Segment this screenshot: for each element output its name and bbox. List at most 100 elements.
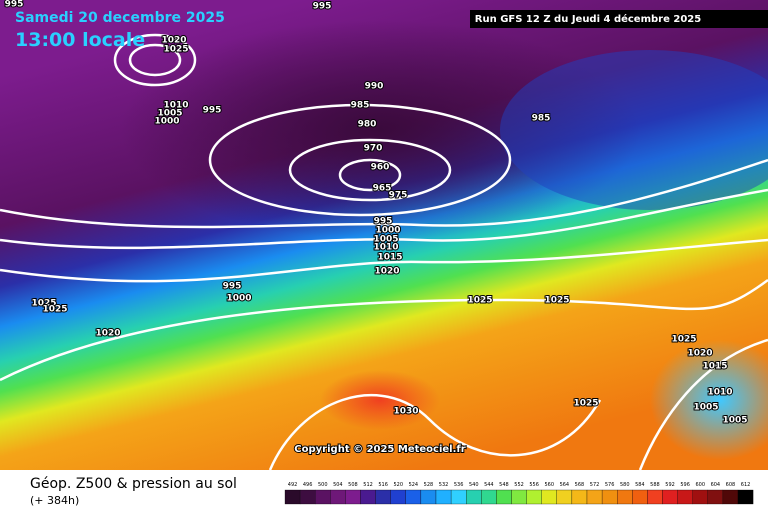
legend-swatch: [330, 489, 346, 505]
legend-label: 508: [348, 482, 358, 488]
isobar-label: 1010: [163, 101, 188, 111]
legend-swatch: [315, 489, 331, 505]
footer-title: Géop. Z500 & pression au sol: [30, 476, 237, 492]
legend-label: 524: [409, 482, 419, 488]
legend-label: 604: [711, 482, 721, 488]
legend-label: 512: [363, 482, 373, 488]
isobar-label: 1005: [373, 235, 398, 245]
isobar-label: 995: [203, 106, 222, 116]
legend-label: 588: [650, 482, 660, 488]
isobar-label: 1025: [544, 296, 569, 306]
legend-swatch: [511, 489, 527, 505]
legend-label: 492: [288, 482, 298, 488]
legend-label: 496: [303, 482, 313, 488]
legend-label: 600: [695, 482, 705, 488]
isobar-label: 1020: [687, 349, 712, 359]
legend-label: 568: [575, 482, 585, 488]
isobar-label: 1005: [722, 416, 747, 426]
legend-label: 552: [514, 482, 524, 488]
legend-label: 504: [333, 482, 343, 488]
legend-label: 516: [378, 482, 388, 488]
legend-label: 608: [726, 482, 736, 488]
legend-swatch: [601, 489, 618, 505]
legend-swatch: [647, 489, 663, 505]
legend-swatch: [466, 489, 482, 505]
isobar-label: 1025: [467, 296, 492, 306]
legend-label: 572: [590, 482, 600, 488]
isobar-label: 1000: [154, 117, 179, 127]
isobar-labels: 995 9951020102510101005100099599098598097…: [4, 0, 749, 427]
legend-swatch: [435, 489, 452, 505]
legend-swatch: [450, 489, 467, 505]
isobar-label: 1015: [702, 362, 727, 372]
isobar-label: 985: [351, 101, 370, 111]
run-box: [470, 10, 768, 28]
legend-swatch: [692, 489, 708, 505]
legend-label: 500: [318, 482, 328, 488]
legend-swatch: [420, 489, 437, 505]
isobar-label: 1025: [42, 305, 67, 315]
legend-swatch: [345, 489, 361, 505]
isobar-label: 1000: [375, 226, 400, 236]
isobar-label: 975: [389, 191, 408, 201]
legend-label: 584: [635, 482, 645, 488]
isobar-label: 990: [365, 82, 384, 92]
isobar-label: 995: [223, 282, 242, 292]
isobar-label: 995: [374, 217, 393, 227]
isobar-label: 1010: [707, 388, 732, 398]
isobar-label: 1030: [393, 407, 418, 417]
legend-swatch: [360, 489, 376, 505]
isobar-label: 960: [371, 163, 390, 173]
legend-swatch: [722, 489, 739, 505]
isobar-label: 1000: [226, 294, 251, 304]
legend-label: 548: [499, 482, 509, 488]
isobar-label: 980: [358, 120, 377, 130]
isobar-label: 1025: [163, 45, 188, 55]
legend-label: 580: [620, 482, 630, 488]
legend-swatch: [284, 489, 301, 505]
isobar-label: 1020: [95, 329, 120, 339]
legend-swatch: [541, 489, 557, 505]
legend-swatch: [526, 489, 542, 505]
map-background: [0, 0, 768, 470]
isobar-label: 1025: [31, 299, 56, 309]
run-info: Run GFS 12 Z du Jeudi 4 décembre 2025: [475, 13, 701, 25]
legend-swatch: [556, 489, 573, 505]
legend-swatch: [571, 489, 588, 505]
time: 13:00 locale: [15, 29, 145, 51]
date: Samedi 20 decembre 2025: [15, 10, 225, 26]
legend-swatch: [617, 489, 633, 505]
legend-swatch: [405, 489, 422, 505]
copyright: Copyright © 2025 Meteociel.fr: [294, 444, 465, 455]
legend-swatch: [586, 489, 603, 505]
legend-label: 528: [424, 482, 434, 488]
isobars: [0, 33, 768, 471]
legend-swatch: [481, 489, 497, 505]
legend-label: 556: [529, 482, 539, 488]
legend-label: 612: [741, 482, 751, 488]
isobar-label: 1005: [693, 403, 718, 413]
legend-swatch: [496, 489, 512, 505]
isobar-label: 1015: [377, 253, 402, 263]
legend-label: 592: [665, 482, 675, 488]
legend-swatch: [632, 489, 648, 505]
legend-label: 560: [544, 482, 554, 488]
legend-label: 536: [454, 482, 464, 488]
legend-label: 532: [439, 482, 449, 488]
legend-swatch: [390, 489, 406, 505]
isobar-label: 1025: [671, 335, 696, 345]
legend-swatch: [707, 489, 724, 505]
isobar-label: 1020: [161, 36, 186, 46]
isobar-label: 1005: [157, 109, 182, 119]
isobar-label: 995: [313, 2, 332, 12]
isobar-label: 985: [532, 114, 551, 124]
legend: 492 496 500 504 508 512 516 520 524 528 532 536 540 5…: [284, 482, 754, 505]
isobar-label: 970: [364, 144, 383, 154]
legend-label: 520: [393, 482, 403, 488]
legend-swatch: [375, 489, 391, 505]
isobar-label: 995: [5, 0, 24, 10]
legend-swatch: [737, 489, 754, 505]
isobar-label: 965: [373, 184, 392, 194]
legend-swatch: [677, 489, 693, 505]
